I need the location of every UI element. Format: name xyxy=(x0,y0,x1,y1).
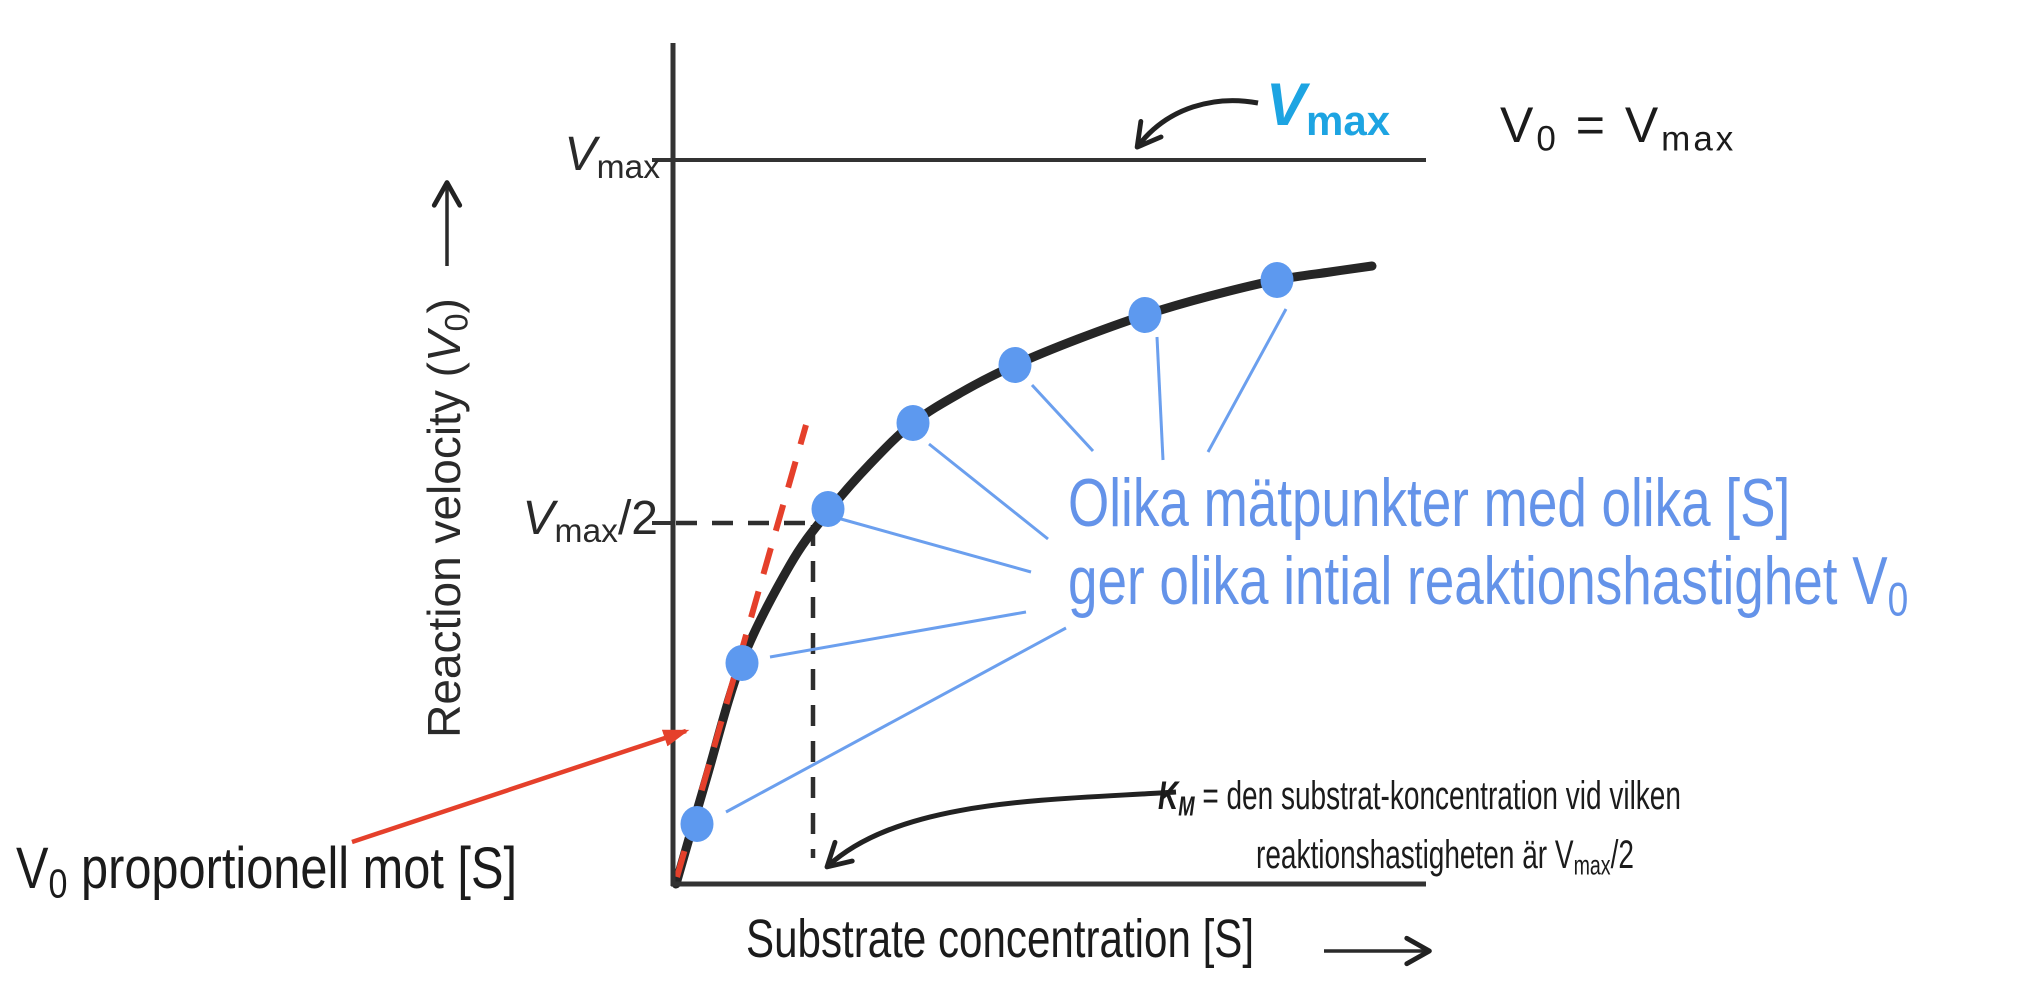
km-line-1: KM = den substrat-koncentration vid vilk… xyxy=(1158,772,1732,831)
y-axis-label-text: Reaction velocity ( xyxy=(418,362,470,738)
vmax-half-tick-label: Vmax/2 xyxy=(418,495,658,549)
pointer-line xyxy=(769,610,1027,659)
km-definition-text: = den substrat-koncentration vid vilken xyxy=(1194,774,1681,818)
max-subscript: max xyxy=(596,149,660,187)
max-subscript: max xyxy=(554,513,618,551)
pointer-line xyxy=(1030,383,1095,453)
v0-equals-vmax-label: V0 = Vmax xyxy=(1500,100,1736,156)
max-subscript: max xyxy=(1573,849,1611,881)
y-axis-label-close: ) xyxy=(418,298,470,314)
km-symbol: K xyxy=(1158,774,1179,818)
equals-sign: = xyxy=(1558,97,1625,153)
note-line-2-text: ger olika intial reaktionshastighet V xyxy=(1068,543,1888,619)
km-line-2-text: reaktionshastigheten är V xyxy=(1256,832,1574,877)
half-suffix: /2 xyxy=(617,492,658,545)
v-symbol: V xyxy=(418,331,470,363)
data-point-dot xyxy=(725,645,759,681)
proportional-text: proportionell mot [S] xyxy=(67,836,517,901)
data-point-dot xyxy=(896,405,930,441)
pointer-line xyxy=(1206,308,1288,453)
v-symbol: V xyxy=(1500,97,1537,153)
max-subscript: max xyxy=(1306,97,1391,145)
data-point-dot xyxy=(1260,262,1294,298)
km-definition-note: KM = den substrat-koncentration vid vilk… xyxy=(1158,772,1732,889)
vmax-callout-label: Vmax xyxy=(1266,75,1390,142)
note-line-1: Olika mätpunkter med olika [S] xyxy=(1068,465,1791,541)
measurement-data-points xyxy=(680,262,1294,842)
pointer-line xyxy=(928,442,1049,541)
x-axis-label: Substrate concentration [S] xyxy=(746,909,1255,969)
pointer-line xyxy=(840,517,1032,574)
half-suffix: /2 xyxy=(1610,832,1634,877)
pointer-line xyxy=(725,626,1067,814)
v-subscript: 0 xyxy=(438,313,475,332)
data-point-dot xyxy=(998,347,1032,383)
zero-subscript: 0 xyxy=(48,860,68,907)
measurement-points-note: Olika mätpunkter med olika [S] ger olika… xyxy=(1068,464,1908,639)
vmax-callout-arrow xyxy=(1134,98,1259,150)
data-point-dot xyxy=(811,491,845,527)
km-subscript: M xyxy=(1178,790,1195,822)
v-symbol: V xyxy=(564,128,597,181)
data-point-dot xyxy=(680,806,714,842)
v0-proportional-note: V0 proportionell mot [S] xyxy=(16,840,517,907)
pointer-line xyxy=(1155,336,1165,461)
v-symbol: V xyxy=(1624,97,1662,153)
max-subscript: max xyxy=(1661,119,1737,159)
vmax-tick-label: Vmax xyxy=(440,131,660,185)
zero-subscript: 0 xyxy=(1887,573,1909,627)
note-line-2: ger olika intial reaktionshastighet V0 xyxy=(1068,542,1908,639)
measurement-pointer-lines xyxy=(725,308,1288,814)
v-symbol: V xyxy=(1266,71,1307,138)
km-line-2: reaktionshastigheten är Vmax/2 xyxy=(1158,831,1732,890)
km-callout-arrow xyxy=(824,789,1177,870)
proportional-annotation-arrow xyxy=(351,728,690,845)
v-symbol: V xyxy=(16,836,49,901)
v-symbol: V xyxy=(522,492,555,545)
zero-subscript: 0 xyxy=(1536,119,1559,159)
data-point-dot xyxy=(1128,297,1162,333)
